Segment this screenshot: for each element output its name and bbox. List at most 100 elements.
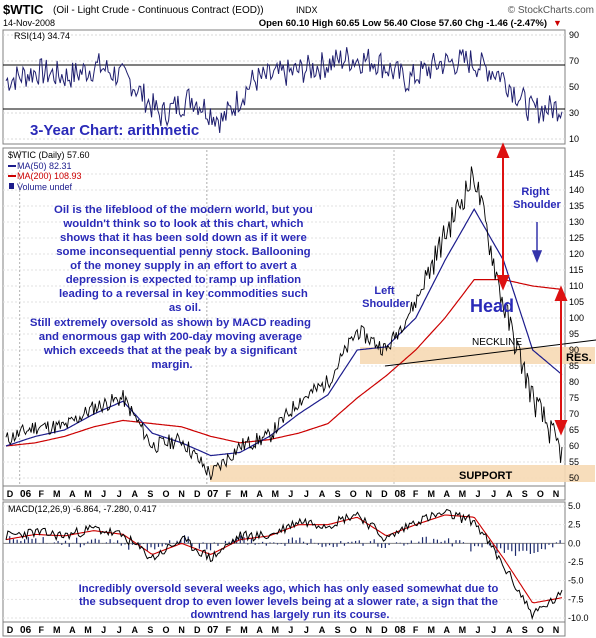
x-axis-tick-label: A [444, 625, 451, 635]
symbol-label: $WTIC [3, 2, 44, 17]
macd-grid [3, 505, 565, 619]
x-axis-tick-label: N [178, 625, 185, 635]
x-axis-tick-label: J [288, 489, 293, 499]
x-axis-top [2, 485, 566, 501]
x-axis-tick-label: M [53, 625, 61, 635]
x-axis-tick-label: A [132, 625, 139, 635]
x-axis-tick-label: O [537, 625, 544, 635]
rsi-tick-label: 10 [569, 134, 579, 144]
x-axis-tick-label: A [506, 489, 513, 499]
x-axis-tick-label: M [427, 489, 435, 499]
rsi-line [5, 47, 563, 134]
x-axis-tick-label: F [38, 489, 44, 499]
price-tick-label: 65 [569, 425, 579, 435]
price-tick-label: 145 [569, 169, 584, 179]
x-axis-tick-label: M [240, 489, 248, 499]
date-label: 14-Nov-2008 [3, 18, 55, 28]
note-macd: Incredibly oversold several weeks ago, w… [79, 583, 502, 621]
x-axis-tick-label: 06 [20, 489, 32, 500]
x-axis-tick-label: F [413, 489, 419, 499]
chart-title: 3-Year Chart: arithmetic [30, 122, 199, 139]
legend-volume-swatch [9, 183, 14, 189]
macd-line [5, 508, 563, 621]
x-axis-tick-label: O [350, 489, 357, 499]
x-axis-tick-label: 07 [207, 489, 219, 500]
ma200-line [5, 279, 563, 447]
note-lifeblood: Oil is the lifeblood of the modern world… [54, 204, 316, 314]
x-axis-tick-label: A [69, 625, 76, 635]
x-axis-tick-label: F [38, 625, 44, 635]
support-label: SUPPORT [459, 470, 512, 482]
head-arrow [496, 142, 510, 291]
x-axis-tick-label: F [413, 625, 419, 635]
x-axis-tick-label: N [178, 489, 185, 499]
note-oversold: Still extremely oversold as shown by MAC… [30, 317, 314, 371]
macd-tick-label: -2.5 [568, 557, 584, 567]
legend-main: $WTIC (Daily) 57.60 [8, 150, 90, 160]
x-axis-tick-label: A [69, 489, 76, 499]
x-axis-tick-label: D [381, 625, 388, 635]
price-tick-label: 120 [569, 249, 584, 259]
watermark: © StockCharts.com [508, 5, 594, 16]
x-axis-tick-label: S [335, 625, 341, 635]
x-axis-labels-top: D 06 F M A M J J A S O N D 07 F M A M J J A S O N D 08 F M A M J J A S O N [7, 489, 560, 500]
price-tick-label: 115 [569, 265, 583, 275]
x-axis-tick-label: D [7, 489, 14, 499]
x-axis-tick-label: M [459, 625, 467, 635]
head-label: Head [470, 296, 514, 316]
x-axis-tick-label: O [537, 489, 544, 499]
x-axis-tick-label: 08 [394, 625, 406, 636]
ma50-line [5, 208, 563, 457]
x-axis-bottom [2, 621, 566, 637]
x-axis-tick-label: M [271, 489, 279, 499]
legend-volume: Volume undef [17, 182, 73, 192]
x-axis-tick-label: J [288, 625, 293, 635]
neckline-label: NECKLINE [472, 337, 522, 348]
x-axis-tick-label: F [226, 489, 232, 499]
x-axis-tick-label: N [366, 489, 373, 499]
x-axis-tick-label: M [459, 489, 467, 499]
macd-tick-label: -5.0 [568, 576, 584, 586]
left-shoulder-label: Left Shoulder [362, 285, 410, 310]
x-axis-tick-label: S [522, 489, 528, 499]
x-axis-tick-label: J [304, 625, 309, 635]
x-axis-tick-label: A [506, 625, 513, 635]
macd-tick-label: 5.0 [568, 501, 581, 511]
x-axis-tick-label: O [350, 625, 357, 635]
price-tick-label: 95 [569, 329, 579, 339]
x-axis-tick-label: J [491, 625, 496, 635]
resistance-band [360, 347, 595, 364]
support-band [210, 465, 595, 482]
rsi-tick-label: 50 [569, 82, 579, 92]
x-axis-tick-label: A [256, 625, 263, 635]
x-axis-tick-label: J [117, 625, 122, 635]
macd-tick-label: 0.0 [568, 538, 581, 548]
x-axis-tick-label: S [335, 489, 341, 499]
macd-ticks: 5.0 2.5 0.0 -2.5 -5.0 -7.5 -10.0 [568, 501, 589, 623]
rsi-label: RSI(14) 34.74 [14, 31, 70, 41]
x-axis-tick-label: A [319, 625, 326, 635]
x-axis-tick-label: J [491, 489, 496, 499]
x-axis-tick-label: M [84, 625, 92, 635]
right-shoulder-label: Right Shoulder [513, 186, 561, 211]
x-axis-tick-label: J [304, 489, 309, 499]
x-axis-tick-label: J [117, 489, 122, 499]
price-tick-label: 90 [569, 345, 579, 355]
x-axis-tick-label: 07 [207, 625, 219, 636]
price-tick-label: 50 [569, 473, 579, 483]
x-axis-tick-label: D [194, 489, 201, 499]
x-axis-tick-label: A [319, 489, 326, 499]
price-tick-label: 55 [569, 457, 579, 467]
price-tick-label: 125 [569, 233, 584, 243]
right-shoulder-arrow [554, 285, 568, 436]
x-axis-tick-label: M [271, 625, 279, 635]
x-axis-tick-label: O [162, 625, 169, 635]
price-tick-label: 60 [569, 441, 579, 451]
price-tick-label: 85 [569, 361, 579, 371]
price-tick-label: 135 [569, 201, 584, 211]
price-tick-label: 130 [569, 217, 584, 227]
resistance-label: RES. [566, 352, 592, 364]
price-line [5, 166, 563, 481]
x-axis-tick-label: D [7, 625, 14, 635]
